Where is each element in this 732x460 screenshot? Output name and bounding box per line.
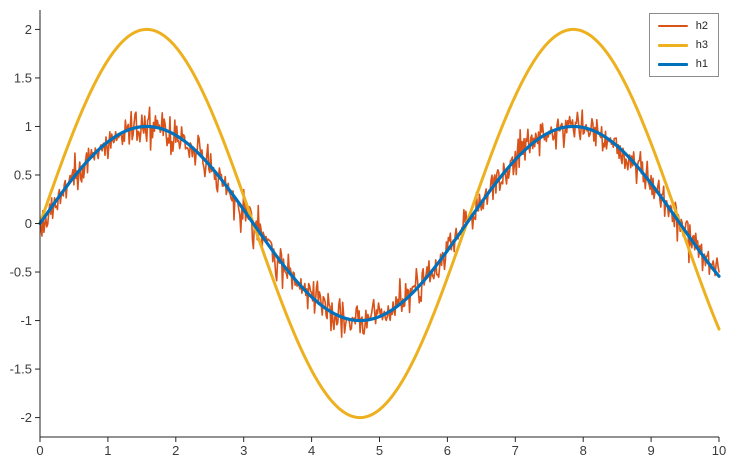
legend-item: h3 — [657, 38, 708, 52]
x-tick-label: 1 — [104, 443, 111, 458]
y-tick-label: 1 — [25, 119, 32, 134]
legend-line-swatch — [657, 62, 688, 66]
x-tick-label: 8 — [580, 443, 587, 458]
legend-item-label: h2 — [695, 20, 708, 32]
y-tick-label: 0 — [25, 216, 32, 231]
y-tick-label: 1.5 — [14, 70, 32, 85]
legend-item-label: h3 — [695, 39, 708, 51]
x-tick-label: 0 — [36, 443, 43, 458]
legend-line-swatch — [657, 43, 688, 47]
series-h2 — [39, 106, 720, 338]
x-tick-label: 6 — [444, 443, 451, 458]
y-tick-label: -2 — [20, 410, 32, 425]
x-tick-label: 5 — [376, 443, 383, 458]
x-tick-label: 4 — [308, 443, 315, 458]
legend: h2 h3 h1 — [648, 13, 719, 77]
series-h3 — [38, 27, 721, 420]
legend-item: h1 — [657, 57, 708, 71]
y-tick-label: -1.5 — [10, 362, 32, 377]
x-tick-label: 2 — [172, 443, 179, 458]
legend-item: h2 — [657, 19, 708, 33]
y-tick-label: -1 — [20, 313, 32, 328]
x-tick-label: 3 — [240, 443, 247, 458]
series-h1 — [38, 124, 721, 323]
y-tick-label: 0.5 — [14, 167, 32, 182]
x-tick-label: 10 — [712, 443, 726, 458]
y-tick-label: -0.5 — [10, 265, 32, 280]
x-tick-label: 9 — [647, 443, 654, 458]
y-tick-label: 2 — [25, 22, 32, 37]
x-tick-label: 7 — [512, 443, 519, 458]
legend-item-label: h1 — [695, 58, 708, 70]
legend-line-swatch — [657, 25, 688, 27]
